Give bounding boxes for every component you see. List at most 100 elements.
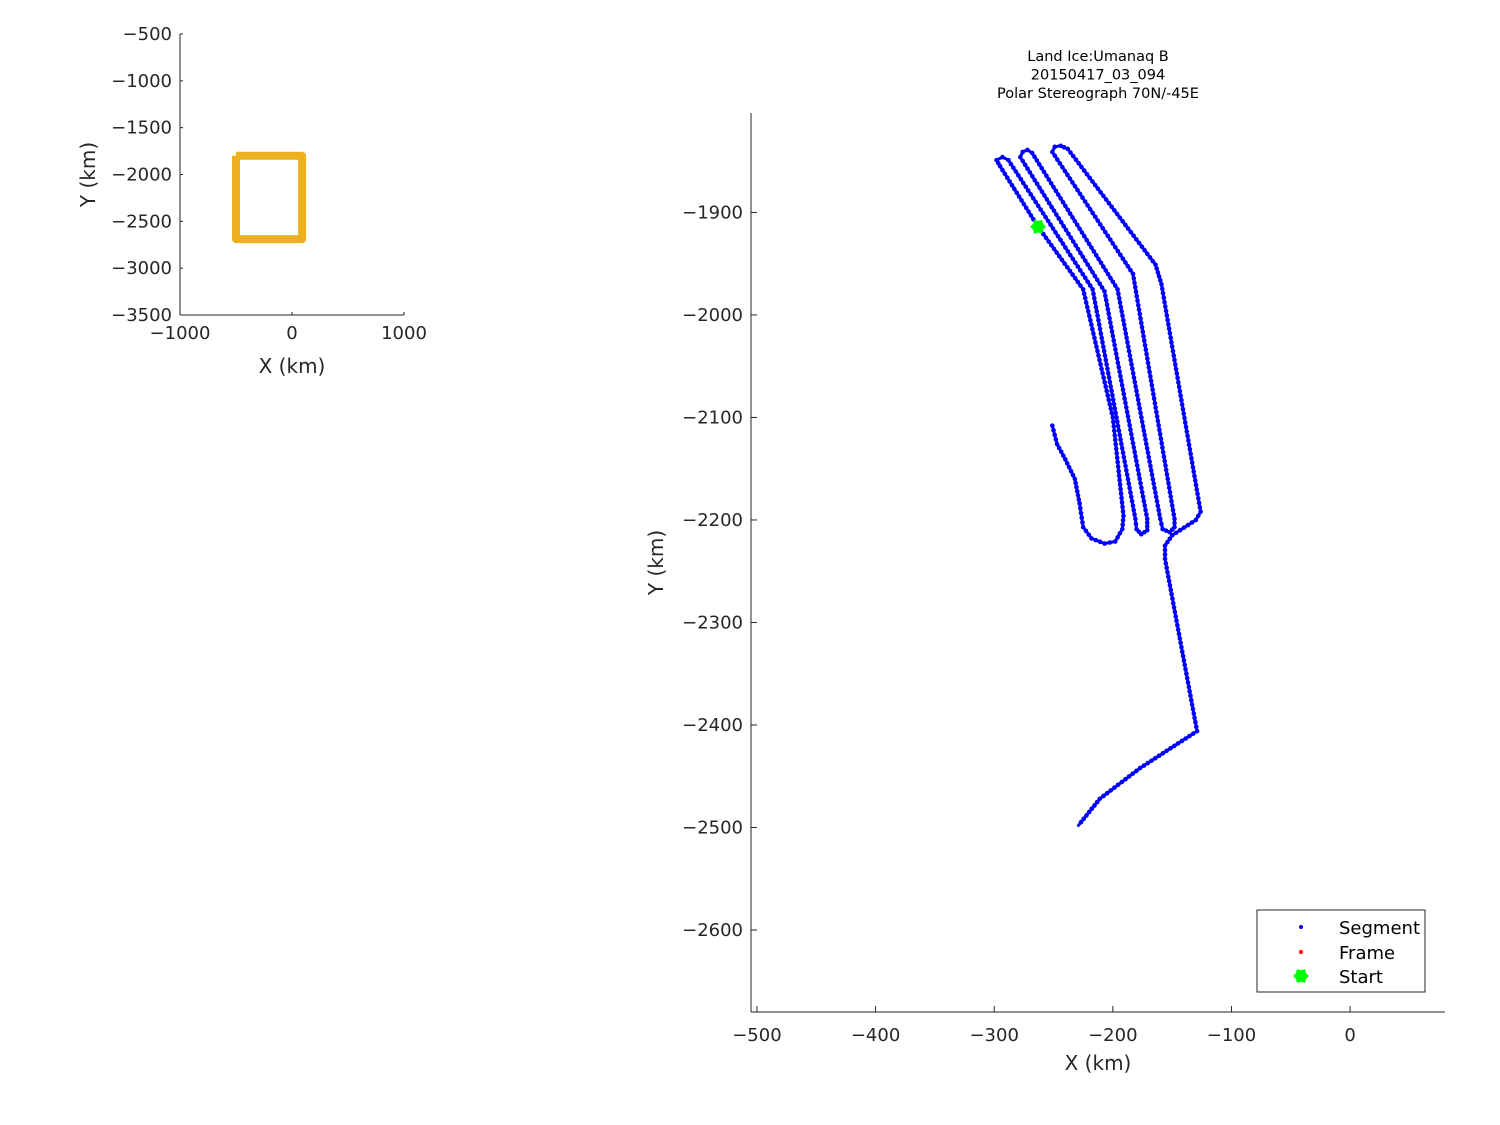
segment-point: [1144, 520, 1150, 525]
segment-point: [1112, 208, 1117, 213]
segment-point: [1048, 180, 1054, 186]
segment-point: [1068, 468, 1074, 474]
segment-point: [1130, 440, 1136, 446]
segment-point: [1058, 196, 1063, 201]
segment-point: [1117, 300, 1123, 305]
segment-point: [1124, 472, 1130, 478]
segment-point: [1090, 269, 1095, 275]
segment-point: [1105, 393, 1111, 398]
segment-point: [1113, 410, 1118, 416]
segment-point: [1118, 373, 1123, 379]
segment-point: [1169, 503, 1175, 508]
segment-point: [1090, 179, 1095, 184]
segment-point: [1136, 401, 1142, 407]
segment-point: [1075, 246, 1081, 252]
segment-point: [1173, 530, 1179, 536]
segment-point: [1078, 250, 1083, 256]
segment-point: [1102, 289, 1107, 294]
segment-point: [1192, 715, 1197, 721]
segment-point: [1126, 481, 1132, 486]
segment-point: [1082, 295, 1088, 301]
segment-point: [1076, 497, 1082, 502]
segment-point: [1087, 206, 1093, 212]
segment-point: [1188, 693, 1193, 699]
segment-point: [1097, 357, 1102, 363]
x-tick-label: −400: [851, 1025, 900, 1046]
segment-point: [1084, 237, 1090, 243]
segment-point: [1189, 460, 1195, 465]
segment-point: [1057, 253, 1062, 259]
segment-point: [1157, 512, 1162, 517]
segment-point: [1193, 719, 1198, 725]
segment-point: [1114, 355, 1120, 361]
segment-point: [1128, 490, 1133, 495]
segment-point: [1112, 437, 1118, 443]
segment-point: [1016, 194, 1022, 199]
segment-point: [1142, 247, 1147, 253]
segment-point: [1152, 400, 1158, 406]
segment-point: [1117, 530, 1123, 536]
segment-point: [1177, 636, 1183, 641]
segment-point: [1099, 285, 1105, 290]
y-tick-label: −2500: [111, 211, 172, 232]
segment-point: [1190, 464, 1196, 470]
segment-point: [1091, 331, 1096, 336]
segment-point: [1082, 233, 1087, 239]
segment-point: [1042, 193, 1047, 198]
segment-point: [1137, 765, 1143, 771]
segment-point: [1136, 240, 1142, 246]
segment-point: [1157, 427, 1162, 433]
segment-point: [1190, 731, 1196, 736]
segment-point: [1090, 326, 1095, 332]
segment-point: [1122, 326, 1128, 332]
segment-point: [1161, 454, 1167, 459]
segment-point: [1141, 428, 1147, 433]
segment-point: [1163, 467, 1169, 473]
segment-point: [1180, 653, 1186, 659]
segment-point: [1098, 190, 1103, 195]
y-tick-label: −2400: [682, 715, 743, 736]
y-tick-label: −500: [123, 24, 172, 45]
segment-point: [1011, 165, 1016, 171]
segment-point: [1104, 790, 1110, 796]
segment-point: [1032, 154, 1037, 160]
segment-point: [1113, 244, 1118, 250]
segment-point: [1034, 158, 1040, 163]
segment-point: [1064, 461, 1070, 466]
segment-point: [1189, 697, 1194, 703]
segment-point: [1043, 235, 1049, 241]
segment-point: [1183, 424, 1189, 430]
segment-point: [1052, 153, 1058, 159]
x-axis-label: X (km): [259, 354, 326, 378]
segment-point: [1194, 728, 1200, 734]
segment-point: [1160, 445, 1165, 450]
segment-point: [1168, 746, 1173, 751]
segment-point: [1035, 203, 1041, 209]
segment-point: [1109, 204, 1114, 210]
segment-point: [1186, 442, 1192, 448]
segment-point: [1108, 384, 1114, 389]
segment-point: [1130, 503, 1136, 508]
segment-point: [1056, 216, 1062, 221]
segment-point: [1103, 268, 1109, 273]
segment-point: [1168, 335, 1173, 341]
segment-point: [1099, 366, 1104, 372]
x-tick-label: −200: [1088, 1025, 1137, 1046]
y-tick-label: −1000: [111, 71, 172, 92]
segment-point: [1172, 524, 1177, 530]
segment-point: [1043, 214, 1048, 220]
segment-point: [1158, 436, 1164, 442]
segment-point: [1065, 207, 1071, 213]
segment-point: [1173, 614, 1179, 619]
segment-point: [1095, 277, 1100, 283]
segment-point: [1104, 388, 1109, 394]
segment-point: [1020, 158, 1026, 164]
segment-point: [1187, 733, 1192, 739]
segment-point: [1061, 145, 1067, 150]
segment-point: [1089, 806, 1095, 812]
segment-point: [1181, 411, 1187, 416]
segment-point: [1195, 513, 1201, 519]
segment-point: [1181, 525, 1187, 530]
segment-point: [1029, 150, 1035, 156]
segment-point: [1167, 489, 1173, 495]
